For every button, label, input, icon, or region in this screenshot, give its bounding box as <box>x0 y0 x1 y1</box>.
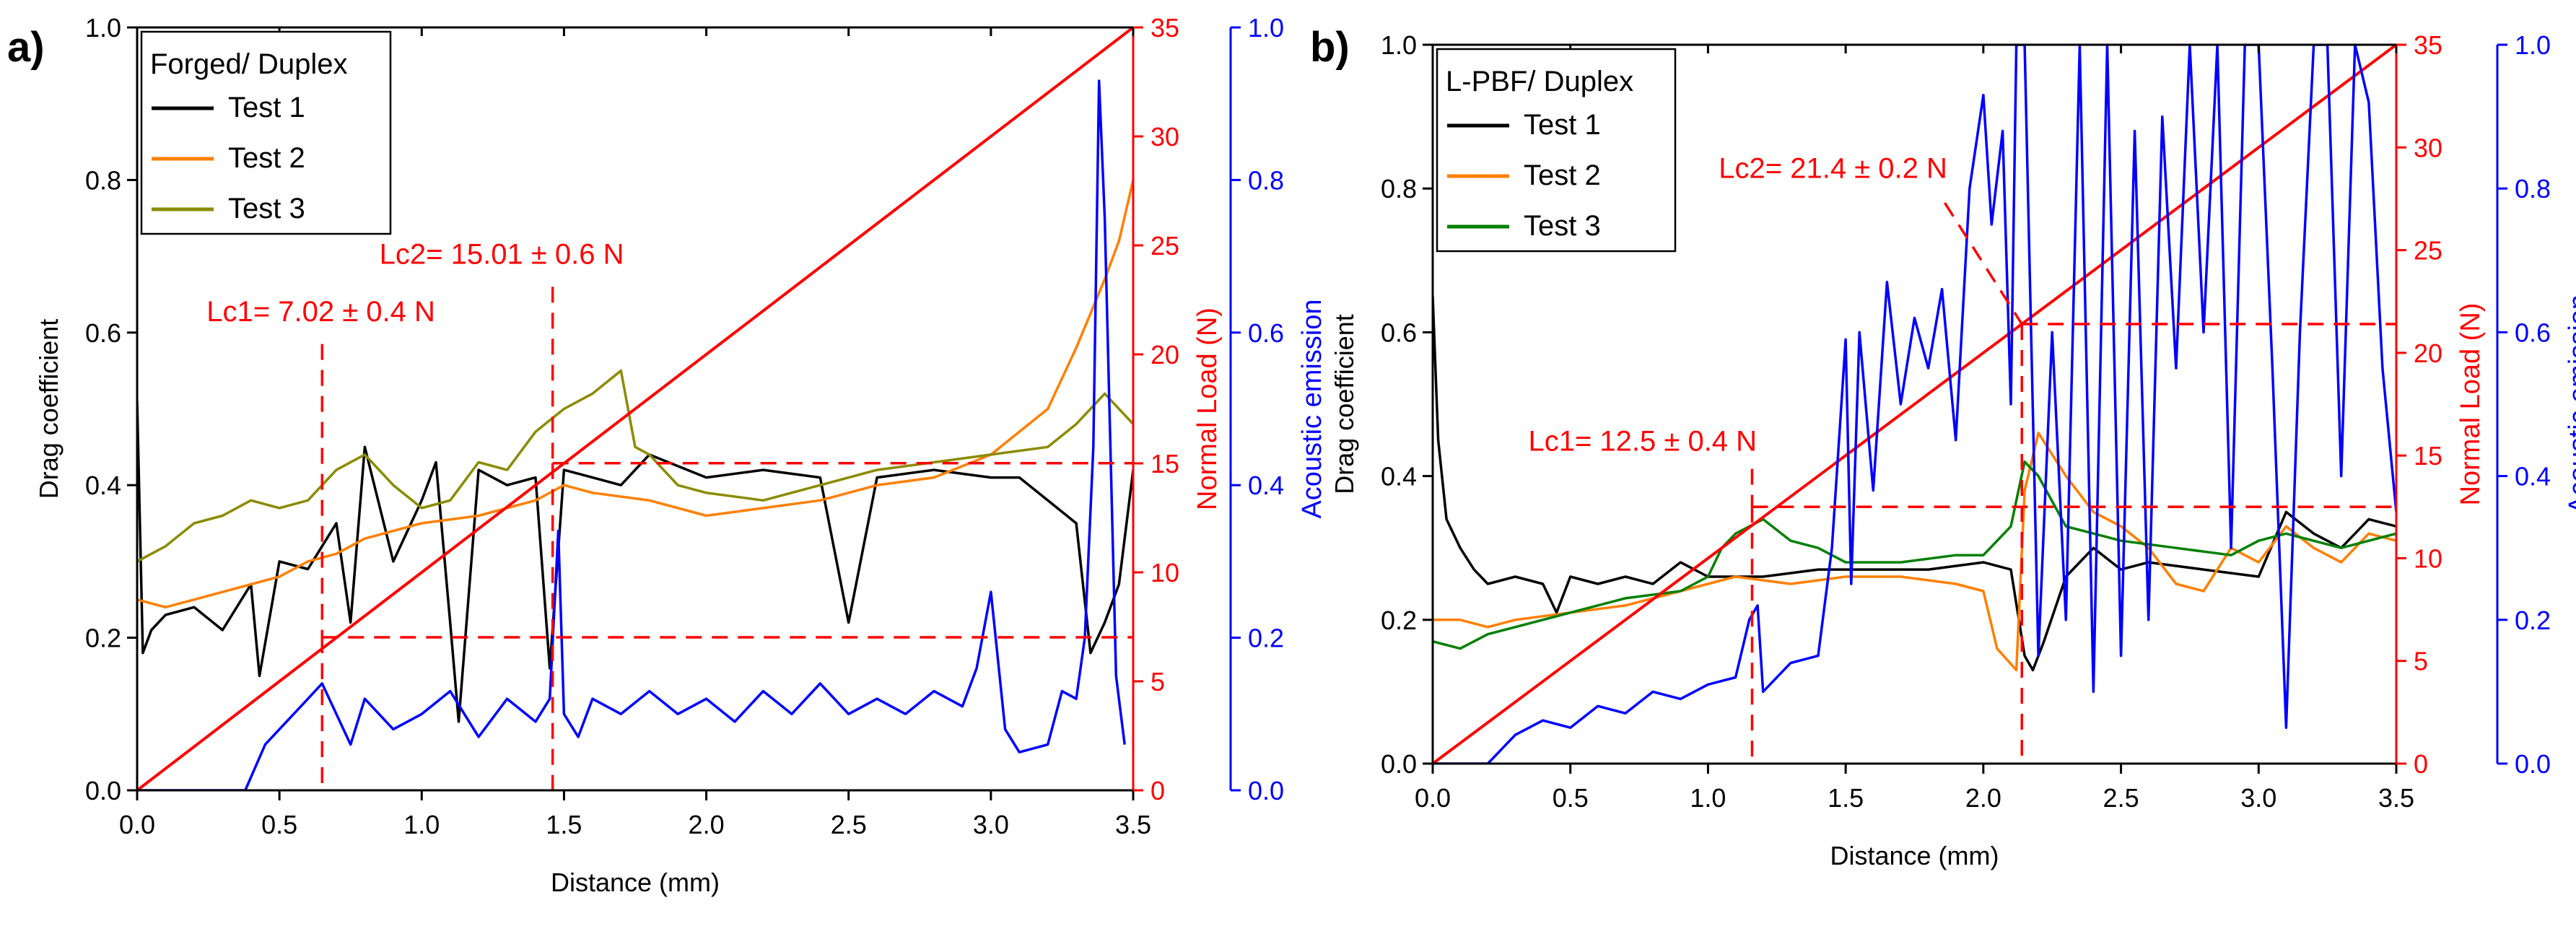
y3-tick-label: 1.0 <box>2515 30 2551 60</box>
y2-tick-label: 35 <box>2414 30 2442 60</box>
y3-axis-label: Acoustic emission <box>2564 294 2576 514</box>
y2-tick-label: 25 <box>1151 231 1179 261</box>
series-line-normal-load <box>137 27 1133 790</box>
x-tick-label: 2.5 <box>2103 783 2139 813</box>
y-tick-label: 0.0 <box>1381 749 1417 779</box>
series-line-acoustic-emission <box>137 79 1126 790</box>
y3-tick-label: 0.4 <box>1248 471 1284 500</box>
y2-tick-label: 10 <box>2414 543 2442 573</box>
y3-tick-label: 0.6 <box>2515 318 2551 347</box>
panel-a: a) Lc1= 7.02 ± 0.4 N Lc2= 15.01 ± 0.6 N 0.0… <box>7 13 1327 897</box>
x-tick-label: 3.0 <box>2240 783 2276 813</box>
x-tick-label: 0.5 <box>261 810 297 839</box>
y-axis-label: Drag coefficient <box>1330 314 1359 494</box>
series-line-test-3 <box>1433 460 2396 650</box>
series-line-test-1 <box>137 401 1133 723</box>
y-axis-label: Drag coefficient <box>34 319 64 499</box>
x-tick-label: 2.0 <box>1965 783 2001 813</box>
x-tick-label: 0.0 <box>119 810 155 839</box>
legend-item-label: Test 3 <box>1524 210 1601 242</box>
plot-area <box>1433 45 2396 764</box>
annotation-label: Lc2= 21.4 ± 0.2 N <box>1719 152 1947 184</box>
y-tick-label: 0.8 <box>85 165 121 195</box>
y2-tick-label: 0 <box>1151 776 1165 805</box>
y2-tick-label: 15 <box>2414 441 2442 471</box>
x-axis-label: Distance (mm) <box>1830 841 1999 870</box>
y-tick-label: 1.0 <box>1381 30 1417 60</box>
x-tick-label: 3.5 <box>1115 810 1151 839</box>
annotation-label: Lc1= 7.02 ± 0.4 N <box>206 296 435 328</box>
y3-tick-label: 0.0 <box>2515 749 2551 779</box>
y2-tick-label: 25 <box>2414 236 2442 266</box>
x-tick-label: 1.0 <box>403 810 440 839</box>
y3-tick-label: 0.2 <box>1248 624 1284 653</box>
annotation-leader <box>1943 202 2023 325</box>
y2-tick-label: 20 <box>2414 338 2442 368</box>
legend-item-label: Test 1 <box>228 92 305 123</box>
y3-tick-label: 0.8 <box>2515 174 2551 204</box>
y-tick-label: 0.6 <box>1381 318 1417 347</box>
x-tick-label: 1.5 <box>1828 783 1864 813</box>
x-tick-label: 3.5 <box>2378 783 2414 813</box>
legend-box <box>140 30 392 235</box>
series-line-normal-load <box>1433 45 2396 764</box>
y3-tick-label: 0.4 <box>2515 462 2551 492</box>
y3-tick-label: 0.2 <box>2515 606 2551 635</box>
series-line-acoustic-emission <box>1433 45 2396 764</box>
y-tick-label: 0.2 <box>1381 606 1417 635</box>
series-line-test-1 <box>1433 296 2396 672</box>
plot-area <box>137 27 1133 790</box>
y3-tick-label: 0.6 <box>1248 318 1284 348</box>
x-tick-label: 0.5 <box>1553 783 1589 813</box>
legend-item-label: Test 2 <box>228 142 305 174</box>
x-tick-label: 2.5 <box>831 810 867 839</box>
y3-axis-label: Acoustic emission <box>1297 299 1327 518</box>
panel-label: b) <box>1310 24 1350 71</box>
legend-item-label: Test 2 <box>1524 160 1601 191</box>
legend-item-label: Test 1 <box>1524 109 1601 141</box>
y2-tick-label: 20 <box>1151 340 1179 370</box>
y3-tick-label: 1.0 <box>1248 13 1284 43</box>
x-tick-label: 2.0 <box>689 810 725 839</box>
series-line-test-2 <box>137 180 1133 609</box>
y-tick-label: 0.8 <box>1381 174 1417 204</box>
legend-box <box>1436 48 1677 253</box>
y3-tick-label: 0.8 <box>1248 165 1284 195</box>
y2-tick-label: 5 <box>2414 647 2428 676</box>
y-tick-label: 1.0 <box>85 13 121 43</box>
legend-title: Forged/ Duplex <box>150 48 347 80</box>
y2-tick-label: 10 <box>1151 558 1179 588</box>
y2-tick-label: 0 <box>2414 749 2428 779</box>
y-tick-label: 0.6 <box>85 318 121 348</box>
x-tick-label: 1.5 <box>546 810 582 839</box>
legend-title: L-PBF/ Duplex <box>1446 66 1633 97</box>
series-line-test-2 <box>1433 432 2396 672</box>
x-tick-label: 0.0 <box>1415 783 1451 813</box>
y-tick-label: 0.4 <box>1381 462 1417 492</box>
y-tick-label: 0.0 <box>85 776 121 805</box>
y3-tick-label: 0.0 <box>1248 776 1284 805</box>
annotation-label: Lc2= 15.01 ± 0.6 N <box>380 239 624 271</box>
y2-tick-label: 30 <box>1151 122 1179 152</box>
panel-b: b) Lc1= 12.5 ± 0.4 N Lc2= 21.4 ± 0.2 N 0.0 0… <box>1310 24 2576 870</box>
legend-item-label: Test 3 <box>228 193 305 224</box>
x-tick-label: 1.0 <box>1690 783 1726 813</box>
series-line-test-3 <box>137 369 1133 563</box>
y2-tick-label: 35 <box>1151 13 1179 43</box>
y2-tick-label: 30 <box>2414 133 2442 162</box>
x-axis-label: Distance (mm) <box>551 868 720 897</box>
y-tick-label: 0.4 <box>85 471 121 500</box>
y2-axis-label: Normal Load (N) <box>1192 307 1223 510</box>
annotation-label: Lc1= 12.5 ± 0.4 N <box>1528 426 1757 458</box>
y2-tick-label: 15 <box>1151 449 1179 479</box>
y-tick-label: 0.2 <box>85 624 121 653</box>
y2-axis-label: Normal Load (N) <box>2455 303 2486 506</box>
y2-tick-label: 5 <box>1151 667 1165 696</box>
panel-label: a) <box>7 24 45 71</box>
x-tick-label: 3.0 <box>973 810 1009 839</box>
